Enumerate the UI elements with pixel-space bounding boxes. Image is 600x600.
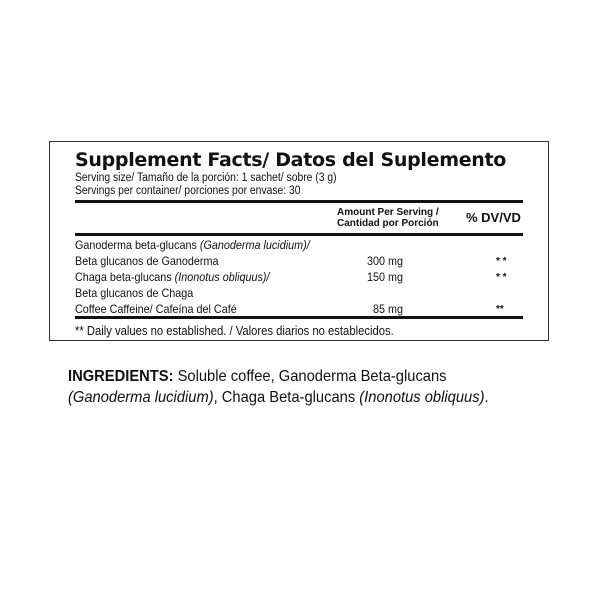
nutrient-amount: 85 mg — [373, 302, 404, 316]
dv-header: % DV/VD — [466, 210, 521, 225]
nutrient-dv: ** — [496, 304, 504, 315]
nutrient-dv: * * — [496, 272, 507, 283]
nutrient-name: Ganoderma beta-glucans (Ganoderma lucidi… — [75, 238, 310, 252]
supplement-facts-panel — [49, 141, 549, 341]
serving-size: Serving size/ Tamaño de la porción: 1 sa… — [75, 172, 337, 184]
nutrient-name: Chaga beta-glucans (Inonotus obliquus)/ — [75, 270, 270, 284]
nutrient-amount: 150 mg — [367, 270, 404, 284]
divider — [75, 233, 523, 236]
nutrient-dv: * * — [496, 256, 507, 267]
footnote: ** Daily values no established. / Valore… — [75, 324, 394, 338]
nutrient-name: Coffee Caffeine/ Cafeína del Café — [75, 302, 237, 316]
divider — [75, 316, 523, 319]
nutrient-amount: 300 mg — [367, 254, 404, 268]
servings-per-container: Servings per container/ porciones por en… — [75, 185, 301, 197]
panel-title: Supplement Facts/ Datos del Suplemento — [75, 149, 507, 171]
nutrient-name: Beta glucanos de Chaga — [75, 286, 194, 300]
amount-header: Amount Per Serving / Cantidad por Porción — [337, 207, 439, 229]
nutrient-name: Beta glucanos de Ganoderma — [75, 254, 219, 268]
divider — [75, 200, 523, 203]
ingredients: INGREDIENTS: Soluble coffee, Ganoderma B… — [68, 368, 489, 406]
